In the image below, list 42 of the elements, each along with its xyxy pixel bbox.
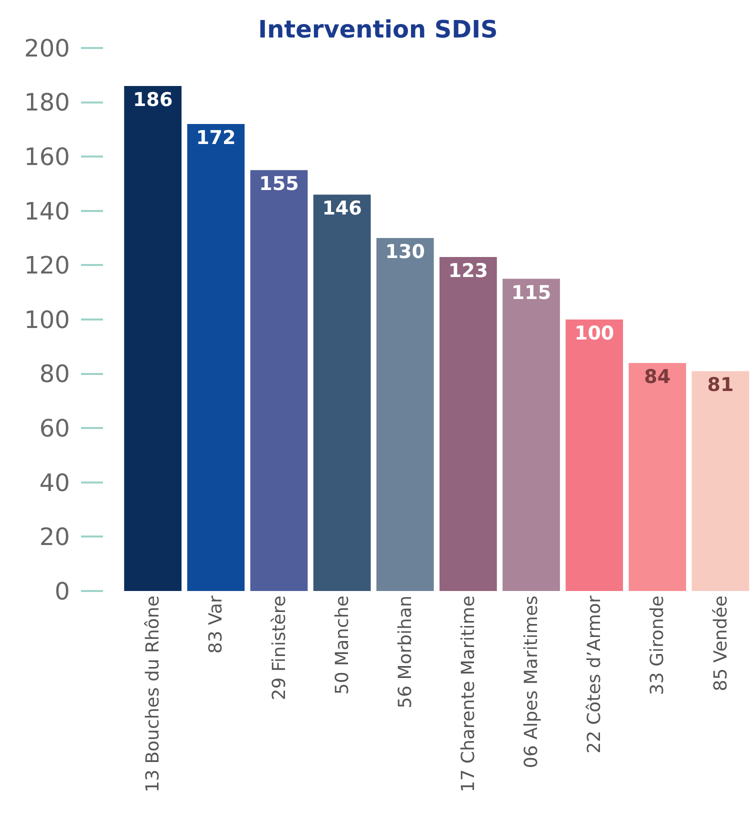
y-tick-label: 0 (54, 577, 70, 606)
y-tick-label: 40 (39, 468, 70, 497)
x-tick-label: 06 Alpes Maritimes (521, 596, 542, 768)
y-tick-label: 80 (39, 360, 70, 388)
y-tick-label: 200 (24, 34, 70, 62)
bar (187, 124, 245, 591)
x-tick-label: 50 Manche (332, 596, 353, 695)
x-tick-label: 22 Côtes d’Armor (584, 595, 606, 754)
x-tick-label: 33 Gironde (647, 596, 668, 696)
y-tick-label: 140 (24, 197, 70, 226)
data-label: 123 (448, 260, 488, 282)
bar (250, 170, 308, 591)
y-tick-label: 120 (24, 252, 70, 280)
bar (439, 257, 497, 591)
x-tick-label: 83 Var (206, 595, 227, 654)
bar (566, 320, 624, 591)
data-label: 172 (196, 127, 236, 150)
x-tick-label: 17 Charente Maritime (458, 596, 480, 792)
y-tick-label: 100 (24, 306, 70, 334)
bar (124, 86, 182, 591)
bar (502, 278, 560, 591)
x-tick-label: 13 Bouches du Rhône (142, 596, 164, 792)
x-tick-label: 29 Finistère (268, 596, 290, 700)
data-label: 100 (574, 322, 614, 344)
bar (628, 362, 686, 591)
data-label: 115 (511, 282, 552, 304)
data-label: 146 (322, 198, 362, 220)
data-label: 84 (644, 366, 671, 388)
data-label: 186 (133, 89, 173, 112)
y-tick-label: 60 (39, 414, 70, 442)
chart-title: Intervention SDIS (258, 16, 498, 44)
y-tick-label: 20 (39, 523, 70, 552)
y-tick-label: 160 (24, 143, 70, 171)
data-label: 130 (385, 241, 425, 264)
bar (376, 238, 434, 591)
bar (313, 194, 371, 591)
bar (692, 371, 750, 591)
x-tick-label: 85 Vendée (710, 596, 732, 692)
y-tick-label: 180 (24, 88, 70, 117)
x-tick-label: 56 Morbihan (394, 596, 416, 708)
data-label: 81 (707, 374, 734, 396)
data-label: 155 (259, 173, 299, 196)
